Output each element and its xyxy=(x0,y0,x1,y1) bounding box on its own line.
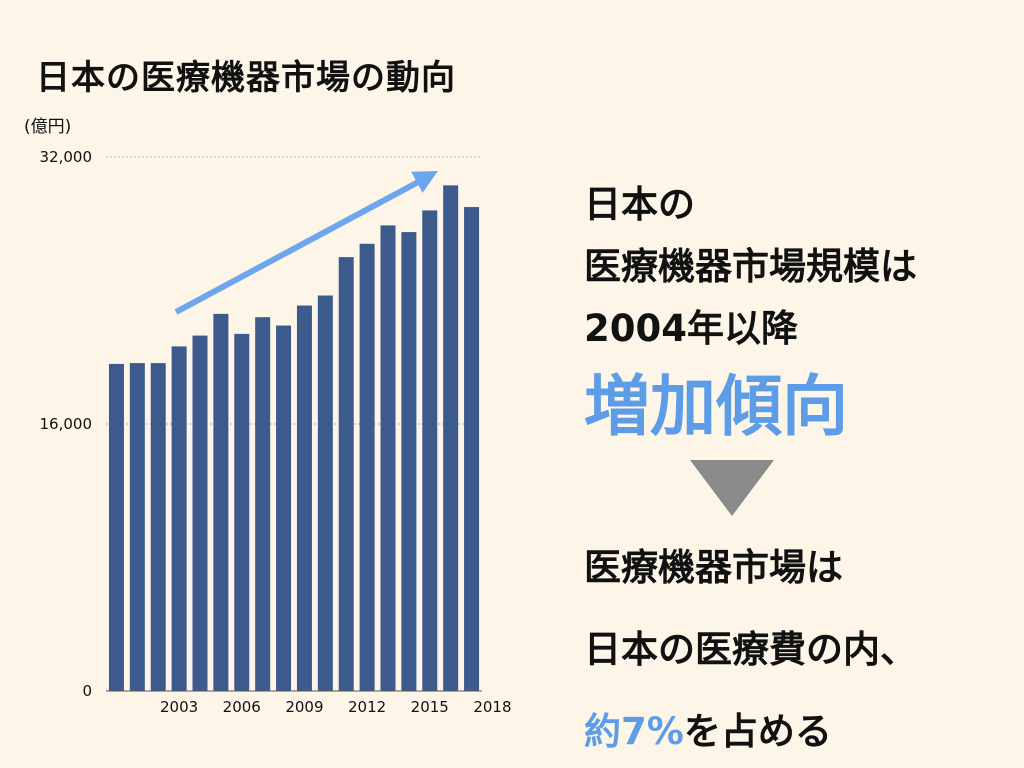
bar-2013 xyxy=(380,225,396,691)
summary-line-2: 医療機器市場規模は xyxy=(584,245,917,288)
x-tick-label: 2009 xyxy=(285,698,323,716)
bar-2002 xyxy=(150,363,166,691)
trend-arrow-head-icon xyxy=(411,171,438,193)
bar-2001 xyxy=(129,363,145,691)
y-unit-label: (億円) xyxy=(24,117,71,137)
bar-2014 xyxy=(401,232,417,691)
x-tick-label: 2012 xyxy=(348,698,386,716)
bar-2008 xyxy=(276,325,292,691)
x-tick-label: 2006 xyxy=(223,698,261,716)
bar-2003 xyxy=(171,346,187,691)
conclusion-line-3: 約7%を占める xyxy=(584,702,1014,762)
chart-svg: (億円) 0 16,000 32,000 2003 2006 2009 2012 2015 201… xyxy=(24,117,512,716)
bar-2016 xyxy=(443,185,459,691)
x-tick-label: 2003 xyxy=(160,698,198,716)
bar-2004 xyxy=(192,335,208,691)
bar-2005 xyxy=(213,313,229,691)
y-tick-label: 0 xyxy=(82,682,92,700)
conclusion-rest: を占める xyxy=(683,710,832,753)
bar-2011 xyxy=(338,257,354,691)
summary-line-1: 日本の xyxy=(584,183,695,226)
x-tick-label: 2018 xyxy=(473,698,511,716)
bar-2009 xyxy=(296,305,312,691)
bar-2000 xyxy=(108,363,124,691)
summary-panel: 日本の 医療機器市場規模は 2004年以降 増加傾向 医療機器市場は 日本の医療… xyxy=(584,174,1014,762)
conclusion-line-2: 日本の医療費の内、 xyxy=(584,628,917,671)
bar-2015 xyxy=(422,210,438,691)
down-triangle-icon xyxy=(690,460,774,516)
share-percentage: 約7% xyxy=(584,710,684,753)
bar-2017 xyxy=(464,207,480,691)
bar-2010 xyxy=(317,295,333,691)
trend-arrow-shaft xyxy=(174,177,424,315)
summary-line-3: 2004年以降 xyxy=(584,307,798,350)
bar-2012 xyxy=(359,243,375,691)
x-tick-label: 2015 xyxy=(411,698,449,716)
y-tick-label: 16,000 xyxy=(40,415,93,433)
conclusion-line-1: 医療機器市場は xyxy=(584,546,843,589)
bar-2007 xyxy=(255,317,271,691)
slide-title: 日本の医療機器市場の動向 xyxy=(36,58,456,98)
bar-chart: (億円) 0 16,000 32,000 2003 2006 2009 2012 2015 201… xyxy=(24,117,512,716)
y-tick-label: 32,000 xyxy=(40,148,93,166)
trend-highlight: 増加傾向 xyxy=(584,368,848,445)
bar-2006 xyxy=(234,333,250,691)
